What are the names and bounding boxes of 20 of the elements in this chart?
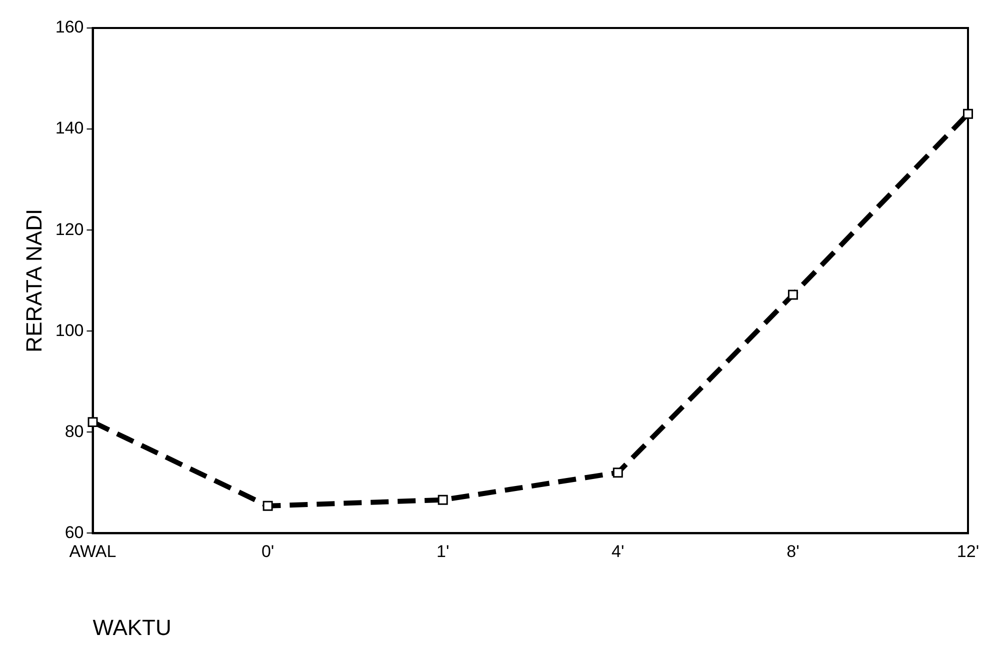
y-tick-label: 60 (64, 522, 84, 542)
point (963, 108, 973, 119)
y-tick-label: 100 (55, 320, 84, 340)
x-tick-label: 12' (956, 542, 980, 562)
point (88, 417, 98, 428)
point (788, 290, 798, 300)
y-tick-label: 140 (55, 118, 84, 138)
y-tick-label: 80 (64, 422, 84, 441)
y-tick-label: 160 (55, 18, 84, 37)
y-axis-title: RERATA NADI (21, 208, 46, 352)
point (438, 494, 448, 505)
x-tick-label: 0' (261, 542, 274, 562)
y-tick-label: 120 (55, 220, 84, 239)
x-tick-label: AWAL (69, 542, 116, 562)
x-tick-label: 8' (786, 542, 800, 562)
x-tick-label: 1' (436, 542, 450, 562)
point (612, 468, 623, 478)
x-axis-title: WAKTU (92, 614, 172, 640)
point (262, 500, 273, 511)
x-tick-label: 4' (612, 542, 624, 562)
